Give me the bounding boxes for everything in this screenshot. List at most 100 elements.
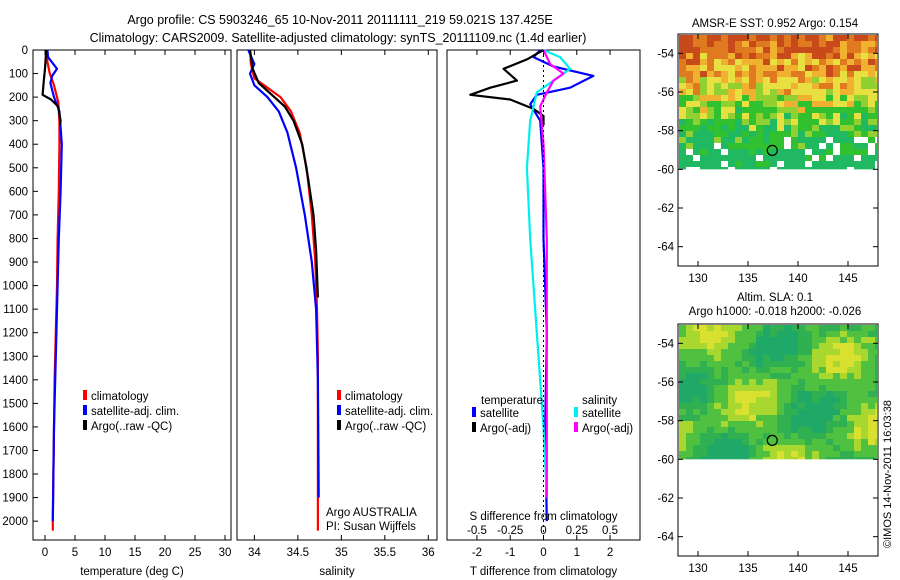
sst_map-cell: [679, 71, 686, 77]
sst_map-cell: [868, 101, 875, 107]
sla_map-cell: [756, 325, 763, 331]
sst_map-cell: [798, 95, 805, 101]
sla_map-cell: [693, 415, 700, 421]
sst_map-cell: [742, 119, 749, 125]
sst_map-cell: [833, 107, 840, 113]
sst_map-cell: [819, 41, 826, 47]
sla_map-cell: [812, 457, 819, 460]
sst_map-cell: [707, 149, 714, 155]
sla_map-cell: [819, 379, 826, 385]
sst_map-cell: [819, 83, 826, 89]
sla_map-cell: [777, 409, 784, 415]
sst_map-cell: [700, 167, 707, 170]
sla_map-cell: [721, 439, 728, 445]
sst_map-cell: [826, 161, 833, 167]
sst_map-cell: [714, 41, 721, 47]
sla_map-cell: [714, 373, 721, 379]
sla_map-cell: [728, 379, 735, 385]
sla_map-cell: [819, 325, 826, 331]
sst_map-cell: [693, 89, 700, 95]
sst_map-cell: [714, 125, 721, 131]
sst_map-cell: [707, 41, 714, 47]
sla_map-cell: [679, 433, 686, 439]
sla_map-cell: [798, 343, 805, 349]
sst_map-cell: [791, 89, 798, 95]
sla_map-cell: [798, 361, 805, 367]
sst_map-cell: [686, 59, 693, 65]
sla_map-cell: [679, 355, 686, 361]
sla_map-cell: [714, 421, 721, 427]
sla_map-ytick-label: -62: [657, 493, 674, 505]
sla_map-cell: [840, 373, 847, 379]
sst_map-cell: [861, 65, 868, 71]
sst_map-cell: [777, 137, 784, 143]
sla_map-cell: [749, 427, 756, 433]
sla_map-cell: [700, 367, 707, 373]
imos-credit: ©IMOS 14-Nov-2011 16:03:38: [882, 400, 894, 548]
sst_map-cell: [700, 71, 707, 77]
sla_map-cell: [805, 421, 812, 427]
sst_map-cell: [770, 53, 777, 59]
sla_map-cell: [749, 385, 756, 391]
sla_map-cell: [854, 325, 861, 331]
sla_map-cell: [763, 355, 770, 361]
sla_map-cell: [763, 379, 770, 385]
sst_map-cell: [763, 125, 770, 131]
sst_map-cell: [847, 125, 854, 131]
sla_map-cell: [840, 355, 847, 361]
sla_map-cell: [805, 409, 812, 415]
sla_map-cell: [777, 349, 784, 355]
sst_map-cell: [868, 77, 875, 83]
sla_map-cell: [798, 409, 805, 415]
sla_map-cell: [777, 397, 784, 403]
sst_map-cell: [833, 89, 840, 95]
sla_map-cell: [868, 361, 875, 367]
sla_map-cell: [840, 325, 847, 331]
sla_map-cell: [721, 325, 728, 331]
sst_map-cell: [875, 113, 877, 119]
sst_map-cell: [693, 161, 700, 167]
sla_map-cell: [714, 415, 721, 421]
sst_map-cell: [728, 119, 735, 125]
sst_map-cell: [679, 35, 686, 41]
sla_map-cell: [777, 439, 784, 445]
sla_map-cell: [700, 397, 707, 403]
sla_map-cell: [777, 385, 784, 391]
sst_map-cell: [875, 95, 877, 101]
sla_map-cell: [700, 439, 707, 445]
sst_map-cell: [693, 119, 700, 125]
sst_map-cell: [721, 155, 728, 161]
sla_map-cell: [728, 439, 735, 445]
sst_map-cell: [819, 95, 826, 101]
sla_map-cell: [707, 385, 714, 391]
sla_map-cell: [798, 325, 805, 331]
sst_map-cell: [812, 65, 819, 71]
sla_map-cell: [812, 439, 819, 445]
sst_map-cell: [714, 167, 721, 170]
sst_map-cell: [707, 107, 714, 113]
salinity-xtick-label: 34: [248, 547, 261, 559]
sla_map-cell: [840, 331, 847, 337]
sla_map-cell: [833, 415, 840, 421]
sla_map-cell: [721, 373, 728, 379]
sla_map-cell: [742, 373, 749, 379]
sla_map-cell: [770, 451, 777, 457]
difference-legend-label-0: satellite: [480, 408, 519, 420]
sla_map-cell: [784, 379, 791, 385]
sst_map-cell: [819, 47, 826, 53]
sla_map-cell: [861, 433, 868, 439]
sla_map-cell: [735, 391, 742, 397]
sla_map-cell: [847, 325, 854, 331]
sla_map-cell: [770, 397, 777, 403]
sst_map-cell: [721, 95, 728, 101]
sla_map-cell: [714, 439, 721, 445]
sst_map-cell: [679, 53, 686, 59]
sla_map-cell: [777, 325, 784, 331]
sst_map-cell: [777, 89, 784, 95]
sst_map-cell: [833, 83, 840, 89]
sla_map-cell: [707, 427, 714, 433]
sst_map-xtick-label: 135: [738, 273, 757, 285]
sla_map-cell: [721, 349, 728, 355]
sla_map-cell: [861, 427, 868, 433]
sst_map-cell: [770, 137, 777, 143]
